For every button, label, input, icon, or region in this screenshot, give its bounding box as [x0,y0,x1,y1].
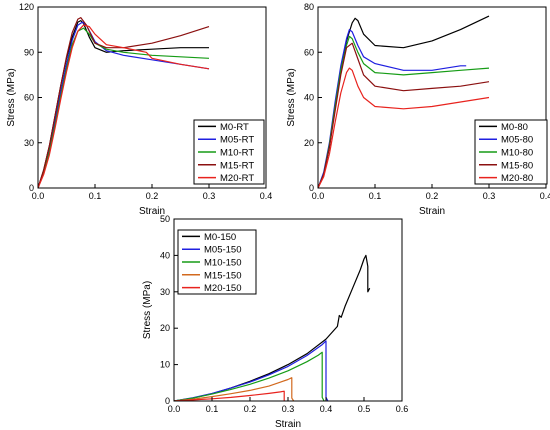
y-tick-label: 40 [160,250,170,260]
y-axis-label: Stress (MPa) [286,68,297,126]
y-axis-label: Stress (MPa) [142,281,153,339]
legend-label: M0-150 [204,232,236,243]
legend-label: M20-150 [204,283,242,294]
series-line-m15-80 [318,42,490,188]
y-tick-label: 30 [24,138,34,148]
legend-label: M05-150 [204,245,242,256]
legend-label: M15-RT [220,160,254,171]
y-tick-label: 60 [24,93,34,103]
x-tick-label: 0.1 [206,404,219,414]
x-axis-label: Strain [275,419,301,430]
legend-label: M10-150 [204,258,242,269]
y-tick-label: 90 [24,47,34,57]
series-line-m0-rt [38,20,209,188]
y-tick-label: 0 [29,183,34,193]
legend-label: M20-80 [501,173,533,184]
y-axis-label: Stress (MPa) [6,68,17,126]
y-tick-label: 20 [160,323,170,333]
y-tick-label: 40 [304,93,314,103]
x-tick-label: 0.0 [32,191,45,201]
y-tick-label: 0 [165,396,170,406]
x-tick-label: 0.0 [312,191,325,201]
x-tick-label: 0.4 [320,404,333,414]
series-line-m10-rt [38,27,210,188]
chart-panel-3: 0.0 0.1 0.2 0.3 0.4 0.5 0.6 0 10 20 30 40 50 Strain St… [142,214,408,430]
x-tick-label: 0.2 [426,191,439,201]
series-line-m20-rt [38,24,210,188]
legend-label: M0-80 [501,122,528,133]
y-tick-label: 60 [304,47,314,57]
y-tick-label: 20 [304,138,314,148]
legend-label: M15-150 [204,270,242,281]
x-tick-label: 0.2 [146,191,159,201]
series-line-m15-rt [38,17,210,188]
legend-label: M10-80 [501,148,533,159]
x-tick-label: 0.6 [396,404,409,414]
y-tick-label: 120 [19,2,34,12]
y-tick-label: 80 [304,2,314,12]
legend-label: M10-RT [220,148,254,159]
x-axis-label: Strain [419,206,445,217]
legend-label: M15-80 [501,160,533,171]
x-axis-label: Strain [139,206,165,217]
y-tick-label: 0 [309,183,314,193]
x-tick-label: 0.3 [483,191,496,201]
chart-panel-2: 0.0 0.1 0.2 0.3 0.4 0 20 40 60 80 Strain Stress (MP… [286,2,550,217]
series-line-m10-150 [174,351,325,401]
legend-label: M05-80 [501,135,533,146]
y-tick-label: 30 [160,287,170,297]
x-tick-label: 0.2 [244,404,257,414]
x-tick-label: 0.3 [203,191,216,201]
x-tick-label: 0.4 [260,191,273,201]
chart-panel-1: 0.0 0.1 0.2 0.3 0.4 0 30 60 90 120 Strain Stress (M… [6,2,272,217]
x-tick-label: 0.4 [540,191,550,201]
x-tick-label: 0.1 [369,191,382,201]
series-line-m20-150 [174,390,285,401]
y-tick-label: 50 [160,214,170,224]
series-line-m15-150 [174,377,295,401]
x-tick-label: 0.0 [168,404,181,414]
x-tick-label: 0.3 [282,404,295,414]
x-tick-label: 0.5 [358,404,371,414]
legend-label: M05-RT [220,135,254,146]
legend-label: M20-RT [220,173,254,184]
y-tick-label: 10 [160,360,170,370]
x-tick-label: 0.1 [89,191,102,201]
series-line-m05-rt [38,21,210,188]
legend-label: M0-RT [220,122,249,133]
series-line-m20-80 [318,67,490,188]
series-line-m05-150 [174,340,329,401]
series-line-m05-80 [318,29,467,188]
